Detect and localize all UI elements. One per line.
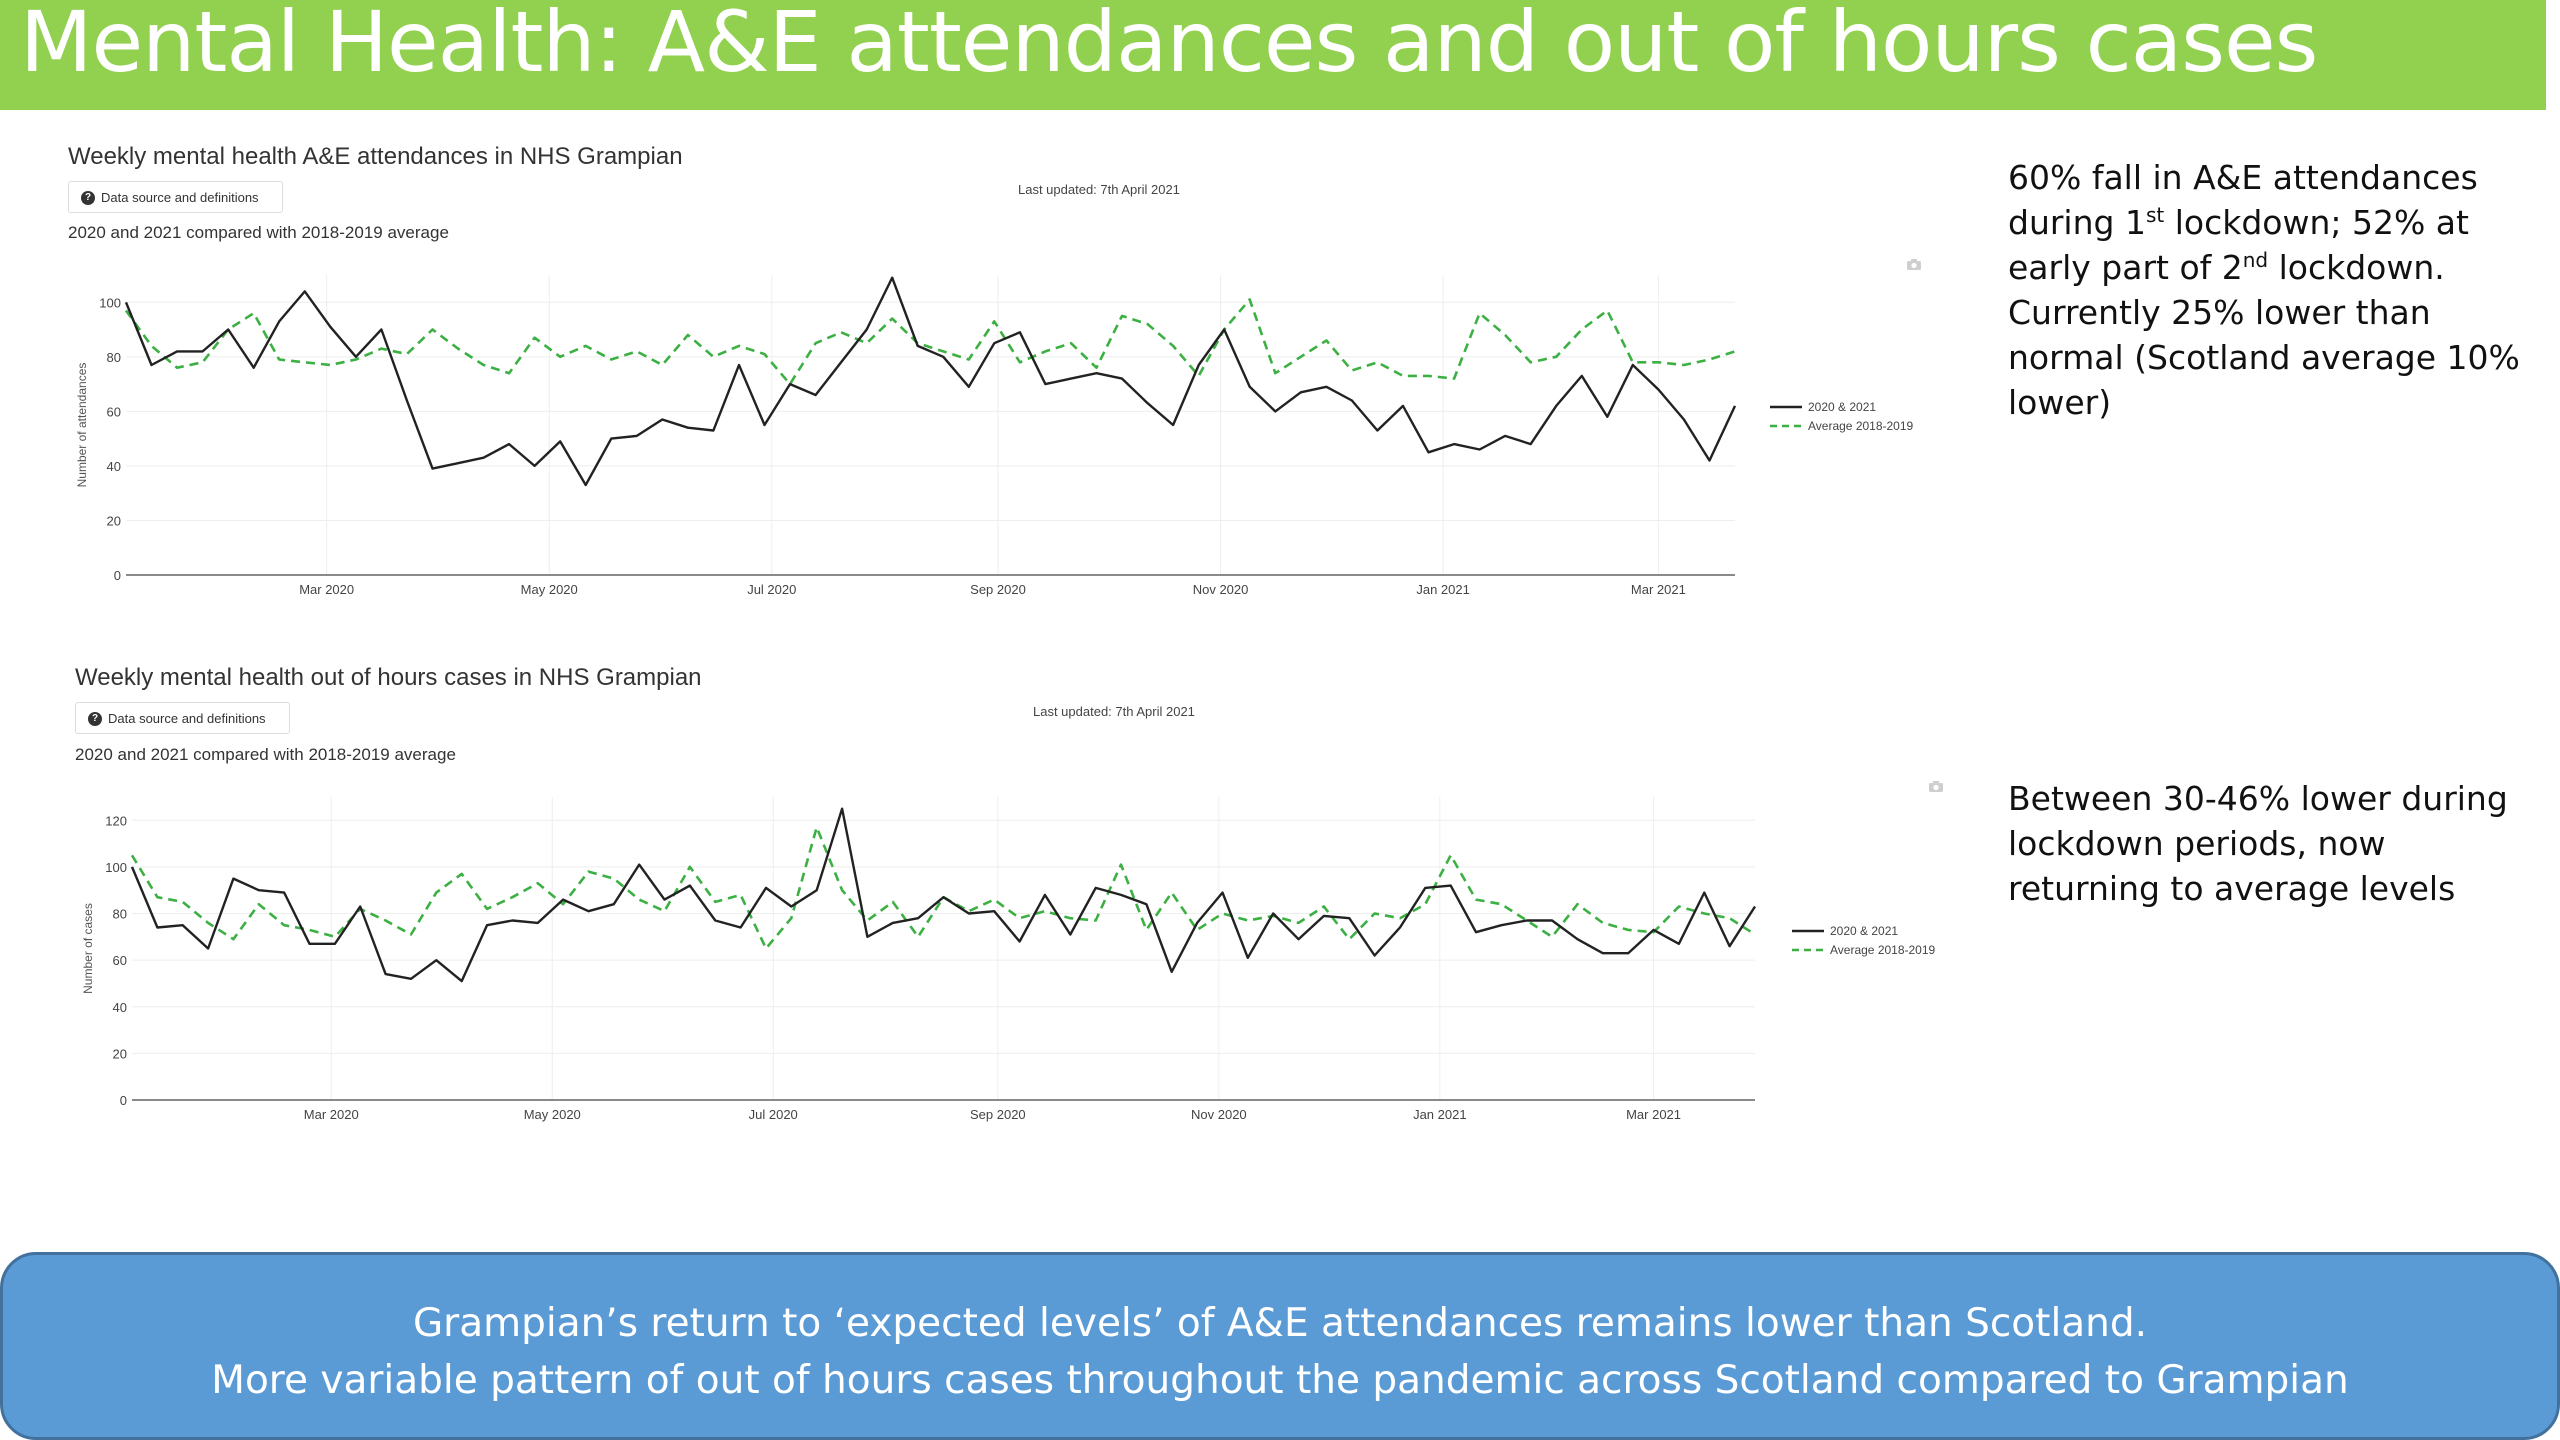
y-tick-label: 0	[114, 568, 121, 583]
legend-label: Average 2018-2019	[1830, 943, 1936, 957]
data-source-button-label: Data source and definitions	[108, 711, 266, 726]
question-circle-icon: ?	[81, 191, 95, 205]
ae-note-sup1: st	[2145, 203, 2165, 227]
last-updated-label: Last updated: 7th April 2021	[1033, 704, 1195, 719]
x-tick-label: May 2020	[524, 1107, 581, 1122]
x-tick-label: Jan 2021	[1413, 1107, 1467, 1122]
x-tick-label: Jul 2020	[749, 1107, 798, 1122]
summary-line-2: More variable pattern of out of hours ca…	[211, 1358, 2349, 1403]
chart-subtitle: 2020 and 2021 compared with 2018-2019 av…	[68, 223, 449, 242]
ooh-line-chart: 0 20 40 60 80 100 120 Mar 2020 May 2020 Jul 2020 S…	[81, 797, 1936, 1122]
ooh-chart-panel: Weekly mental health out of hours cases …	[75, 664, 1943, 1122]
ooh-note: Between 30-46% lower during lockdown per…	[2008, 776, 2528, 911]
last-updated-label: Last updated: 7th April 2021	[1018, 182, 1180, 197]
y-tick-label: 20	[113, 1046, 127, 1061]
ae-note-part1: 60% fall in A&E attendances during 1	[2008, 158, 2478, 242]
legend-label: 2020 & 2021	[1830, 924, 1898, 938]
title-banner: Mental Health: A&E attendances and out o…	[0, 0, 2546, 110]
y-tick-label: 20	[107, 513, 121, 528]
series-line-2020-2021	[124, 276, 1737, 487]
x-tick-label: May 2020	[521, 582, 578, 597]
legend-label: 2020 & 2021	[1808, 400, 1876, 414]
y-tick-label: 100	[105, 860, 127, 875]
x-tick-label: Nov 2020	[1191, 1107, 1247, 1122]
x-tick-label: Sep 2020	[970, 582, 1026, 597]
y-tick-label: 40	[107, 459, 121, 474]
x-tick-label: Sep 2020	[970, 1107, 1026, 1122]
x-tick-label: Jan 2021	[1416, 582, 1470, 597]
y-tick-label: 80	[107, 350, 121, 365]
data-source-button-label: Data source and definitions	[101, 190, 259, 205]
x-tick-label: Jul 2020	[747, 582, 796, 597]
ae-note-part3: lockdown. Currently 25% lower than norma…	[2008, 248, 2520, 422]
data-source-button[interactable]: ? Data source and definitions	[75, 702, 290, 734]
x-tick-label: Mar 2021	[1626, 1107, 1681, 1122]
page-title: Mental Health: A&E attendances and out o…	[20, 0, 2318, 91]
y-tick-label: 40	[113, 1000, 127, 1015]
question-circle-icon: ?	[88, 712, 102, 726]
x-tick-label: Mar 2020	[299, 582, 354, 597]
y-tick-label: 100	[99, 295, 121, 310]
y-tick-label: 60	[107, 404, 121, 419]
summary-banner: Grampian’s return to ‘expected levels’ o…	[0, 1252, 2560, 1440]
ae-note: 60% fall in A&E attendances during 1st l…	[2008, 155, 2528, 425]
y-axis-label: Number of attendances	[75, 363, 89, 488]
y-axis-label: Number of cases	[81, 903, 95, 994]
summary-line-1: Grampian’s return to ‘expected levels’ o…	[412, 1301, 2148, 1346]
series-line-2020-2021	[130, 807, 1757, 983]
ooh-note-text: Between 30-46% lower during lockdown per…	[2008, 779, 2508, 908]
x-tick-label: Mar 2021	[1631, 582, 1686, 597]
data-source-button[interactable]: ? Data source and definitions	[68, 181, 283, 213]
ae-note-part2: lockdown; 52% at early part of 2	[2008, 203, 2469, 287]
y-tick-label: 0	[120, 1093, 127, 1108]
ae-note-sup2: nd	[2242, 248, 2269, 272]
y-tick-label: 120	[105, 813, 127, 828]
y-tick-label: 80	[113, 907, 127, 922]
chart-subtitle: 2020 and 2021 compared with 2018-2019 av…	[75, 745, 456, 764]
legend-label: Average 2018-2019	[1808, 419, 1914, 433]
chart-title: Weekly mental health out of hours cases …	[75, 664, 702, 691]
ae-chart-panel: Weekly mental health A&E attendances in …	[0, 0, 2000, 640]
camera-icon[interactable]	[1929, 781, 1943, 792]
x-tick-label: Nov 2020	[1193, 582, 1249, 597]
y-tick-label: 60	[113, 953, 127, 968]
series-line-average	[130, 825, 1756, 950]
x-tick-label: Mar 2020	[304, 1107, 359, 1122]
chart-title: Weekly mental health A&E attendances in …	[68, 143, 683, 170]
series-line-average	[124, 298, 1736, 386]
ae-line-chart: 0 20 40 60 80 100 Mar 2020 May 2020 Jul 2020 Sep …	[75, 275, 1914, 597]
camera-icon[interactable]	[1907, 259, 1921, 270]
